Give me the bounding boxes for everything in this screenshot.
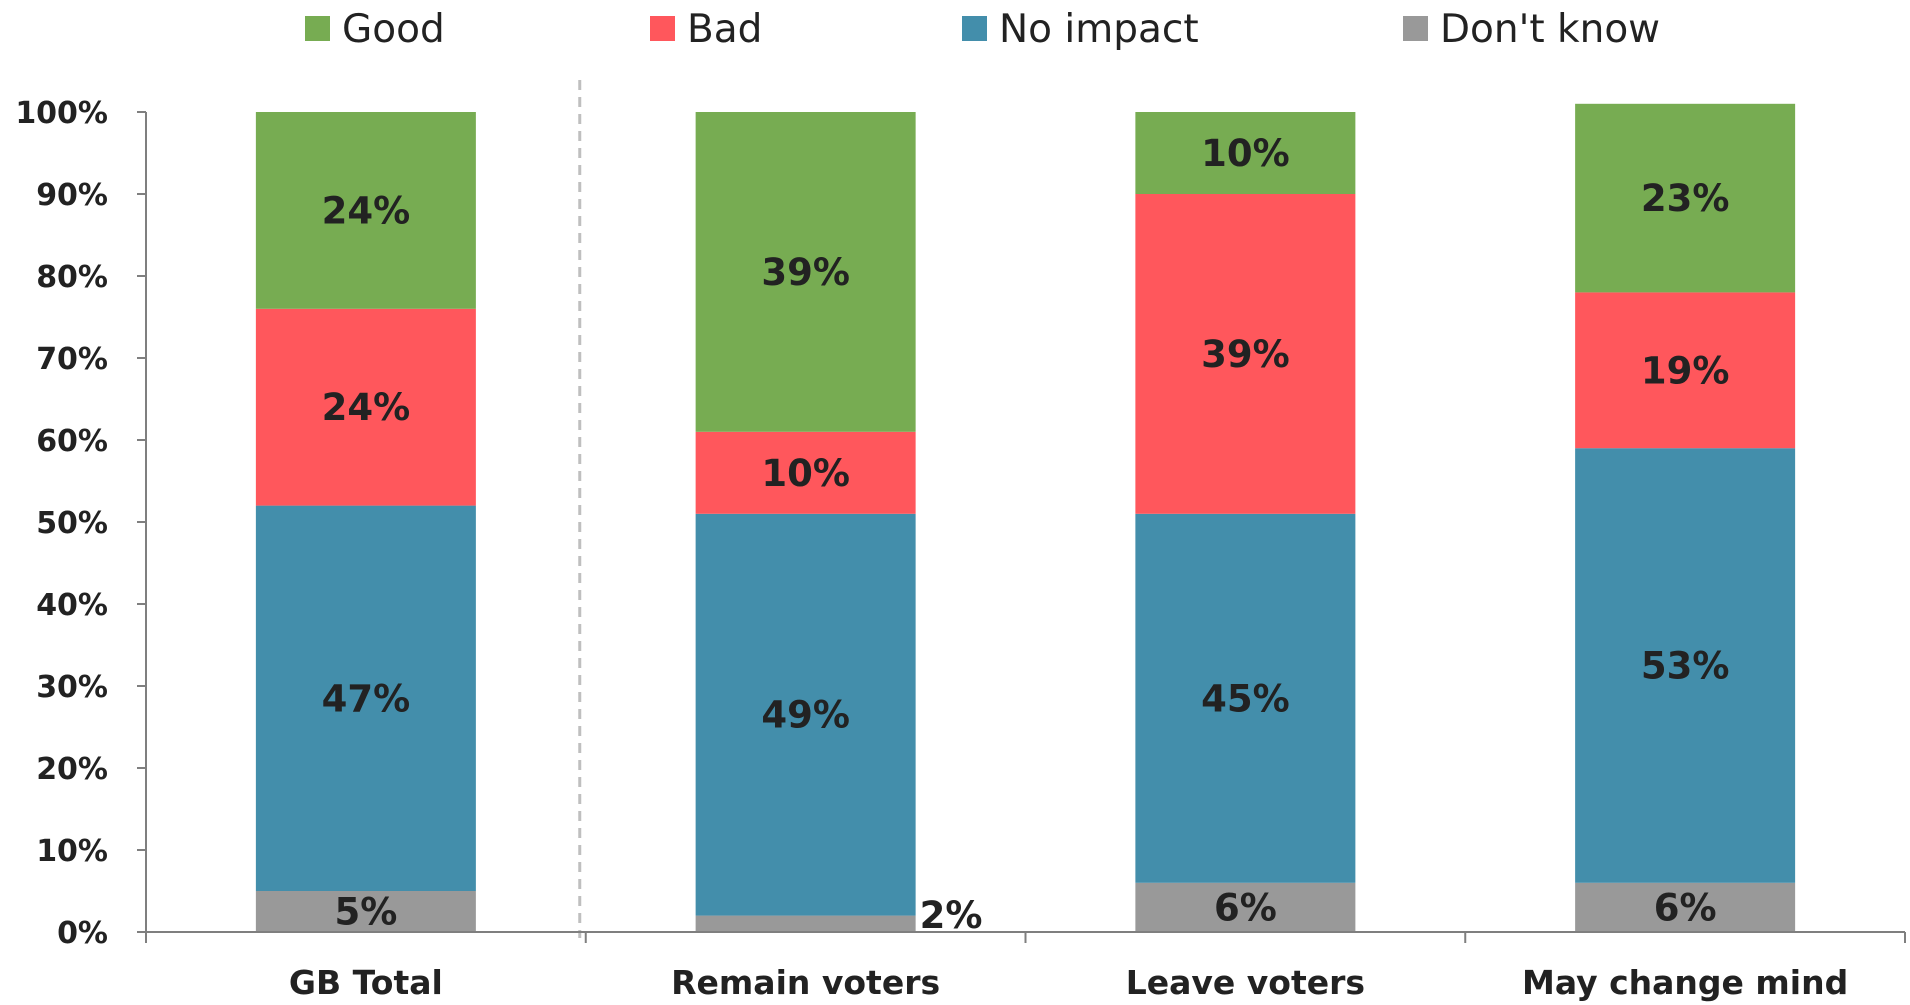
bar-segment-don-t-know [1135, 882, 1356, 932]
y-tick-label: 80% [36, 260, 108, 295]
legend-label: Good [342, 7, 445, 52]
data-label-good: 10% [1201, 132, 1290, 175]
bar-segment-bad [1575, 292, 1796, 449]
data-label-good: 23% [1641, 177, 1730, 220]
legend-item-good: Good [305, 7, 445, 52]
y-tick-label: 90% [36, 178, 108, 213]
legend-label: Don't know [1440, 7, 1660, 52]
legend-item-bad: Bad [650, 7, 762, 52]
bar-segment-bad [1135, 194, 1356, 514]
category-label-remain-voters: Remain voters [671, 963, 940, 1002]
bar-segment-good [1575, 103, 1796, 293]
bar-segment-good [255, 112, 476, 309]
bar-segment-no-impact [1575, 448, 1796, 883]
data-label-no-impact: 45% [1201, 677, 1290, 720]
bar-segment-don-t-know [255, 891, 476, 932]
bar-group-may-change-mind: 6% 53% 19% 23% [1575, 103, 1796, 932]
bar-segment-don-t-know [1575, 882, 1796, 932]
legend: Good Bad No impact Don't know [305, 7, 1660, 52]
legend-swatch [650, 16, 675, 41]
y-tick-label: 20% [36, 752, 108, 787]
bar-group-leave-voters: 6% 45% 39% 10% [1135, 112, 1356, 932]
bars: 5% 47% 24% 24% 2% 49% 10% 39% 6% 45% 39% 10% 6% 53% 19… [255, 103, 1796, 937]
legend-label: Bad [687, 7, 762, 52]
data-label-no-impact: 47% [322, 677, 411, 720]
bar-segment-no-impact [255, 505, 476, 891]
bar-group-remain-voters: 2% 49% 10% 39% [695, 112, 983, 937]
data-label-no-impact: 49% [761, 694, 850, 737]
category-label-may-change-mind: May change mind [1522, 963, 1848, 1002]
data-label-good: 39% [761, 251, 850, 294]
data-label-bad: 10% [761, 452, 850, 495]
data-label-bad: 24% [322, 386, 411, 429]
bar-group-gb-total: 5% 47% 24% 24% [255, 112, 476, 934]
category-label-leave-voters: Leave voters [1126, 963, 1365, 1002]
data-label-no-impact: 53% [1641, 645, 1730, 688]
legend-label: No impact [999, 7, 1199, 52]
legend-swatch [305, 16, 330, 41]
bar-segment-don-t-know [695, 915, 916, 932]
y-tick-label: 60% [36, 424, 108, 459]
data-label-bad: 39% [1201, 333, 1290, 376]
data-label-bad: 19% [1641, 349, 1730, 392]
y-tick-label: 0% [57, 916, 108, 951]
legend-item-no-impact: No impact [962, 7, 1199, 52]
y-tick-label: 30% [36, 670, 108, 705]
bar-segment-good [1135, 112, 1356, 194]
legend-item-don-t-know: Don't know [1403, 7, 1660, 52]
data-label-don-t-know: 6% [1654, 886, 1717, 929]
data-label-don-t-know: 2% [920, 894, 983, 937]
x-axis: GB Total Remain voters Leave voters May cha… [145, 931, 1906, 1002]
legend-swatch [962, 16, 987, 41]
y-axis: 0% 10% 20% 30% 40% 50% 60% 70% 80% 90% 100% [15, 96, 147, 951]
bar-segment-no-impact [695, 513, 916, 916]
legend-swatch [1403, 16, 1428, 41]
y-tick-label: 50% [36, 506, 108, 541]
y-tick-label: 40% [36, 588, 108, 623]
y-tick-label: 10% [36, 834, 108, 869]
bar-segment-no-impact [1135, 513, 1356, 883]
bar-segment-bad [695, 431, 916, 514]
bar-segment-good [695, 112, 916, 432]
y-tick-label: 100% [15, 96, 108, 131]
data-label-don-t-know: 6% [1214, 886, 1277, 929]
data-label-don-t-know: 5% [334, 891, 397, 934]
data-label-good: 24% [322, 189, 411, 232]
bar-segment-bad [255, 308, 476, 506]
category-label-gb-total: GB Total [289, 963, 443, 1002]
y-tick-label: 70% [36, 342, 108, 377]
